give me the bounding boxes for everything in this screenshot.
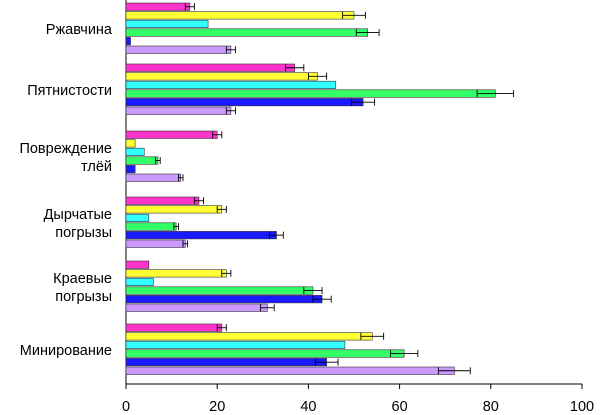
x-tick-label: 40: [300, 399, 316, 415]
bar: [125, 231, 277, 240]
bar: [125, 11, 355, 20]
x-tick-label: 100: [570, 399, 594, 415]
bar: [125, 2, 191, 11]
x-tick-label: 60: [392, 399, 408, 415]
error-bars: [155, 3, 515, 375]
bar: [125, 19, 209, 29]
category-label: Минирование: [20, 343, 112, 359]
category-label: тлёй: [81, 159, 112, 175]
x-tick-label: 0: [122, 399, 130, 415]
bar: [125, 303, 268, 312]
bar: [125, 239, 186, 248]
x-tick-label: 80: [483, 399, 499, 415]
bar: [125, 286, 314, 295]
bar: [125, 28, 368, 37]
bar: [125, 147, 145, 156]
bar: [125, 156, 159, 165]
bar: [125, 45, 232, 54]
category-labels: Ржавчина Пятнистости Повреждение тлёй Дырчат…: [19, 22, 112, 359]
bar: [125, 139, 136, 148]
bar: [125, 295, 323, 304]
bar: [125, 173, 182, 182]
category-label: Повреждение: [19, 141, 112, 157]
category-label: Краевые: [53, 271, 112, 287]
bar: [125, 260, 150, 269]
bar: [125, 277, 154, 287]
x-tick-labels: 0 20 40 60 80 100: [122, 399, 594, 415]
x-tick-label: 20: [209, 399, 225, 415]
bar: [125, 196, 200, 205]
bar: [125, 349, 405, 358]
bar: [125, 269, 227, 278]
category-label: погрызы: [55, 225, 112, 241]
bar: [125, 205, 223, 214]
bar: [125, 366, 455, 375]
category-label: Дырчатые: [44, 207, 112, 223]
bar: [125, 98, 364, 107]
bar: [125, 165, 136, 174]
bars: [125, 2, 496, 375]
bar: [125, 80, 337, 89]
bar: [125, 37, 131, 46]
bar: [125, 130, 218, 139]
bar: [125, 72, 318, 81]
bar: [125, 323, 223, 332]
bar: [125, 222, 177, 231]
bar: [125, 89, 496, 98]
bar: [125, 213, 150, 222]
bar: [125, 63, 296, 72]
bar: [125, 332, 373, 341]
category-label: Пятнистости: [27, 83, 112, 99]
category-label: погрызы: [55, 289, 112, 305]
bar: [125, 358, 327, 367]
bar: [125, 340, 346, 350]
bar: [125, 106, 232, 115]
category-label: Ржавчина: [46, 22, 113, 38]
